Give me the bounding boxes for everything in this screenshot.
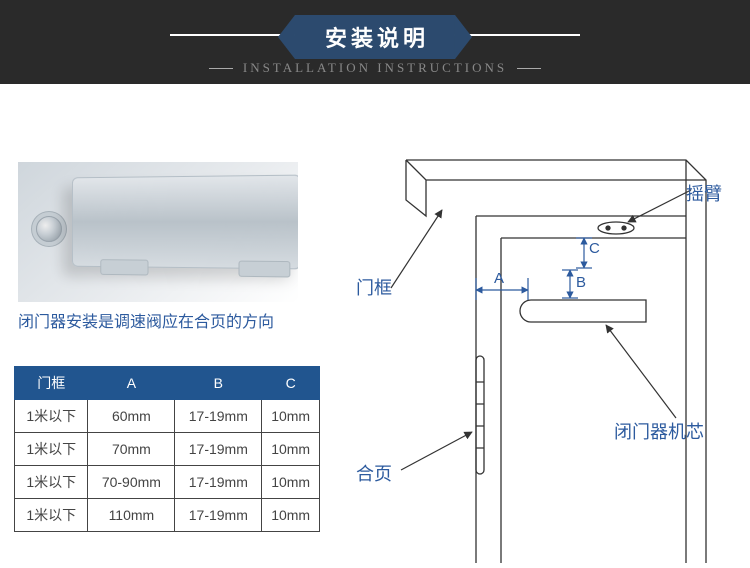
dim-C: C xyxy=(589,240,600,257)
photo-caption: 闭门器安装是调速阀应在合页的方向 xyxy=(18,308,274,332)
label-body: 闭门器机芯 xyxy=(614,418,704,444)
cell: 10mm xyxy=(262,466,320,499)
cell: 110mm xyxy=(88,499,175,532)
closer-foot xyxy=(100,259,148,275)
cell: 17-19mm xyxy=(175,499,262,532)
cell: 1米以下 xyxy=(15,433,88,466)
table-row: 1米以下 110mm 17-19mm 10mm xyxy=(15,499,320,532)
title-tab: 安装说明 xyxy=(295,15,455,59)
table-row: 1米以下 70mm 17-19mm 10mm xyxy=(15,433,320,466)
dim-A: A xyxy=(494,270,504,287)
cell: 10mm xyxy=(262,400,320,433)
cell: 10mm xyxy=(262,433,320,466)
cell: 1米以下 xyxy=(15,400,88,433)
diagram-svg xyxy=(346,150,750,563)
col-head: A xyxy=(88,367,175,400)
cell: 17-19mm xyxy=(175,400,262,433)
table-row: 1米以下 60mm 17-19mm 10mm xyxy=(15,400,320,433)
cell: 70mm xyxy=(88,433,175,466)
cell: 17-19mm xyxy=(175,466,262,499)
cell: 60mm xyxy=(88,400,175,433)
dim-B: B xyxy=(576,274,586,291)
title-text: 安装说明 xyxy=(325,26,429,51)
cell: 10mm xyxy=(262,499,320,532)
cell: 1米以下 xyxy=(15,499,88,532)
header-bar: 安装说明 INSTALLATION INSTRUCTIONS xyxy=(0,0,750,84)
table-header-row: 门框 A B C xyxy=(15,367,320,400)
spec-table: 门框 A B C 1米以下 60mm 17-19mm 10mm 1米以下 70m… xyxy=(14,366,320,532)
label-frame: 门框 xyxy=(356,274,392,300)
closer-body xyxy=(72,175,298,270)
content: 闭门器安装是调速阀应在合页的方向 门框 A B C 1米以下 60mm 17-1… xyxy=(0,150,750,563)
cell: 17-19mm xyxy=(175,433,262,466)
closer-screw xyxy=(36,216,62,242)
installation-diagram: 摇臂 门框 合页 闭门器机芯 A B C xyxy=(346,150,750,563)
closer-foot xyxy=(238,261,290,278)
label-hinge: 合页 xyxy=(356,460,392,486)
table-row: 1米以下 70-90mm 17-19mm 10mm xyxy=(15,466,320,499)
col-head: B xyxy=(175,367,262,400)
col-head: C xyxy=(262,367,320,400)
col-head: 门框 xyxy=(15,367,88,400)
product-photo xyxy=(18,162,298,302)
cell: 70-90mm xyxy=(88,466,175,499)
cell: 1米以下 xyxy=(15,466,88,499)
label-arm: 摇臂 xyxy=(686,180,722,206)
